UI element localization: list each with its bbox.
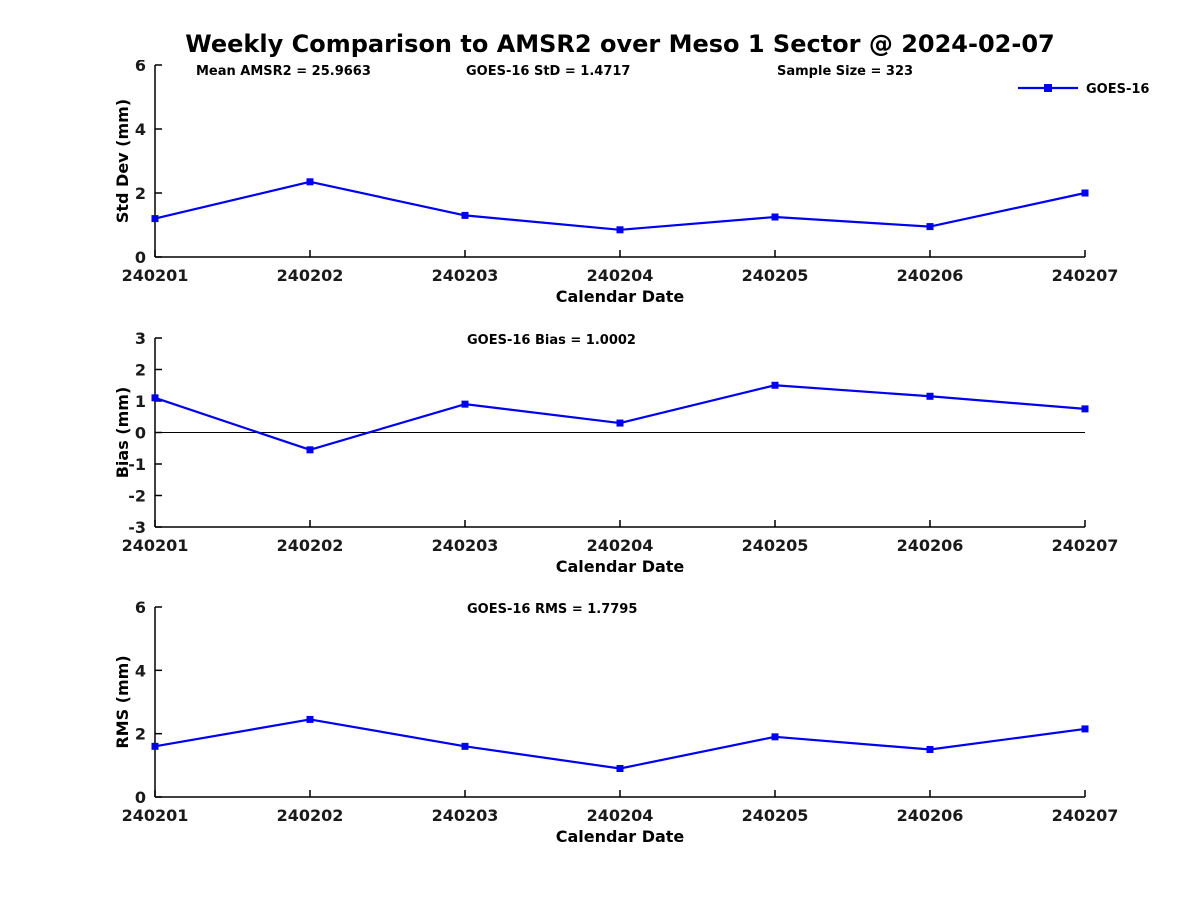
legend: GOES-16 [1018, 82, 1149, 97]
data-point-marker [306, 178, 314, 186]
bias-chart: GOES-16 Bias = 1.0002 -3 -2 -1 0 1 2 3 240201 24… [113, 329, 1119, 576]
data-point-marker [771, 381, 779, 389]
data-point-marker [926, 223, 934, 231]
y-tick-label: 6 [135, 60, 146, 75]
x-tick-label: 240207 [1052, 806, 1119, 825]
x-tick-label: 240202 [277, 266, 344, 285]
x-tick-label: 240205 [742, 266, 809, 285]
x-tick-label: 240206 [897, 536, 964, 555]
data-point-marker [616, 419, 624, 427]
data-line [154, 180, 1086, 231]
x-axis-label: Calendar Date [556, 287, 685, 306]
x-tick-label: 240205 [742, 806, 809, 825]
x-tick-label: 240201 [122, 266, 189, 285]
data-point-marker [1081, 405, 1089, 413]
y-tick-label: 1 [135, 392, 146, 411]
y-tick-label: -1 [128, 455, 146, 474]
data-line [154, 718, 1086, 770]
y-tick-label: 4 [135, 661, 146, 680]
x-tick-label: 240207 [1052, 536, 1119, 555]
data-point-marker [1081, 189, 1089, 197]
legend-label: GOES-16 [1086, 82, 1149, 97]
data-point-marker [926, 392, 934, 400]
data-point-marker [616, 226, 624, 234]
y-tick-label: 3 [135, 329, 146, 348]
y-tick-label: -3 [128, 518, 146, 537]
legend-marker-icon [1044, 84, 1052, 92]
y-axis-label: RMS (mm) [113, 655, 132, 748]
x-tick-label: 240204 [587, 266, 654, 285]
x-tick-label: 240203 [432, 536, 499, 555]
data-point-marker [771, 733, 779, 741]
x-tick-label: 240201 [122, 806, 189, 825]
x-tick-label: 240203 [432, 806, 499, 825]
data-point-marker [771, 213, 779, 221]
x-tick-label: 240206 [897, 806, 964, 825]
data-point-marker [1081, 725, 1089, 733]
annotation-goes16-rms: GOES-16 RMS = 1.7795 [467, 602, 637, 617]
data-line [154, 384, 1086, 451]
data-point-marker [616, 765, 624, 772]
x-axis-label: Calendar Date [556, 827, 685, 846]
data-point-marker [461, 400, 469, 408]
data-point-marker [151, 215, 159, 223]
data-point-marker [151, 742, 159, 750]
page-title: Weekly Comparison to AMSR2 over Meso 1 S… [185, 30, 1055, 58]
y-tick-label: 2 [135, 184, 146, 203]
x-tick-label: 240203 [432, 266, 499, 285]
stddev-chart: Mean AMSR2 = 25.9663 GOES-16 StD = 1.471… [113, 60, 1149, 306]
y-tick-label: 0 [135, 788, 146, 807]
data-point-marker [306, 715, 314, 723]
annotation-mean-amsr2: Mean AMSR2 = 25.9663 [196, 64, 371, 79]
x-tick-label: 240206 [897, 266, 964, 285]
x-tick-label: 240204 [587, 536, 654, 555]
y-axis-label: Bias (mm) [113, 387, 132, 479]
x-tick-label: 240204 [587, 806, 654, 825]
data-point-marker [461, 742, 469, 750]
x-tick-label: 240202 [277, 536, 344, 555]
annotation-sample-size: Sample Size = 323 [777, 64, 913, 79]
data-point-marker [151, 394, 159, 402]
y-tick-label: -2 [128, 487, 146, 506]
data-point-marker [461, 211, 469, 219]
x-axis-label: Calendar Date [556, 557, 685, 576]
annotation-goes16-std: GOES-16 StD = 1.4717 [466, 64, 630, 79]
y-tick-label: 2 [135, 361, 146, 380]
y-tick-label: 0 [135, 248, 146, 267]
x-tick-label: 240202 [277, 806, 344, 825]
data-point-marker [306, 446, 314, 454]
y-axis-label: Std Dev (mm) [113, 99, 132, 223]
x-tick-label: 240201 [122, 536, 189, 555]
rms-chart: GOES-16 RMS = 1.7795 0 2 4 6 240201 240202 240… [113, 598, 1119, 846]
data-point-marker [926, 746, 934, 753]
x-tick-label: 240207 [1052, 266, 1119, 285]
y-tick-label: 0 [135, 424, 146, 443]
x-tick-label: 240205 [742, 536, 809, 555]
y-tick-label: 4 [135, 120, 146, 139]
y-tick-label: 6 [135, 598, 146, 617]
y-tick-label: 2 [135, 725, 146, 744]
annotation-goes16-bias: GOES-16 Bias = 1.0002 [467, 333, 636, 348]
